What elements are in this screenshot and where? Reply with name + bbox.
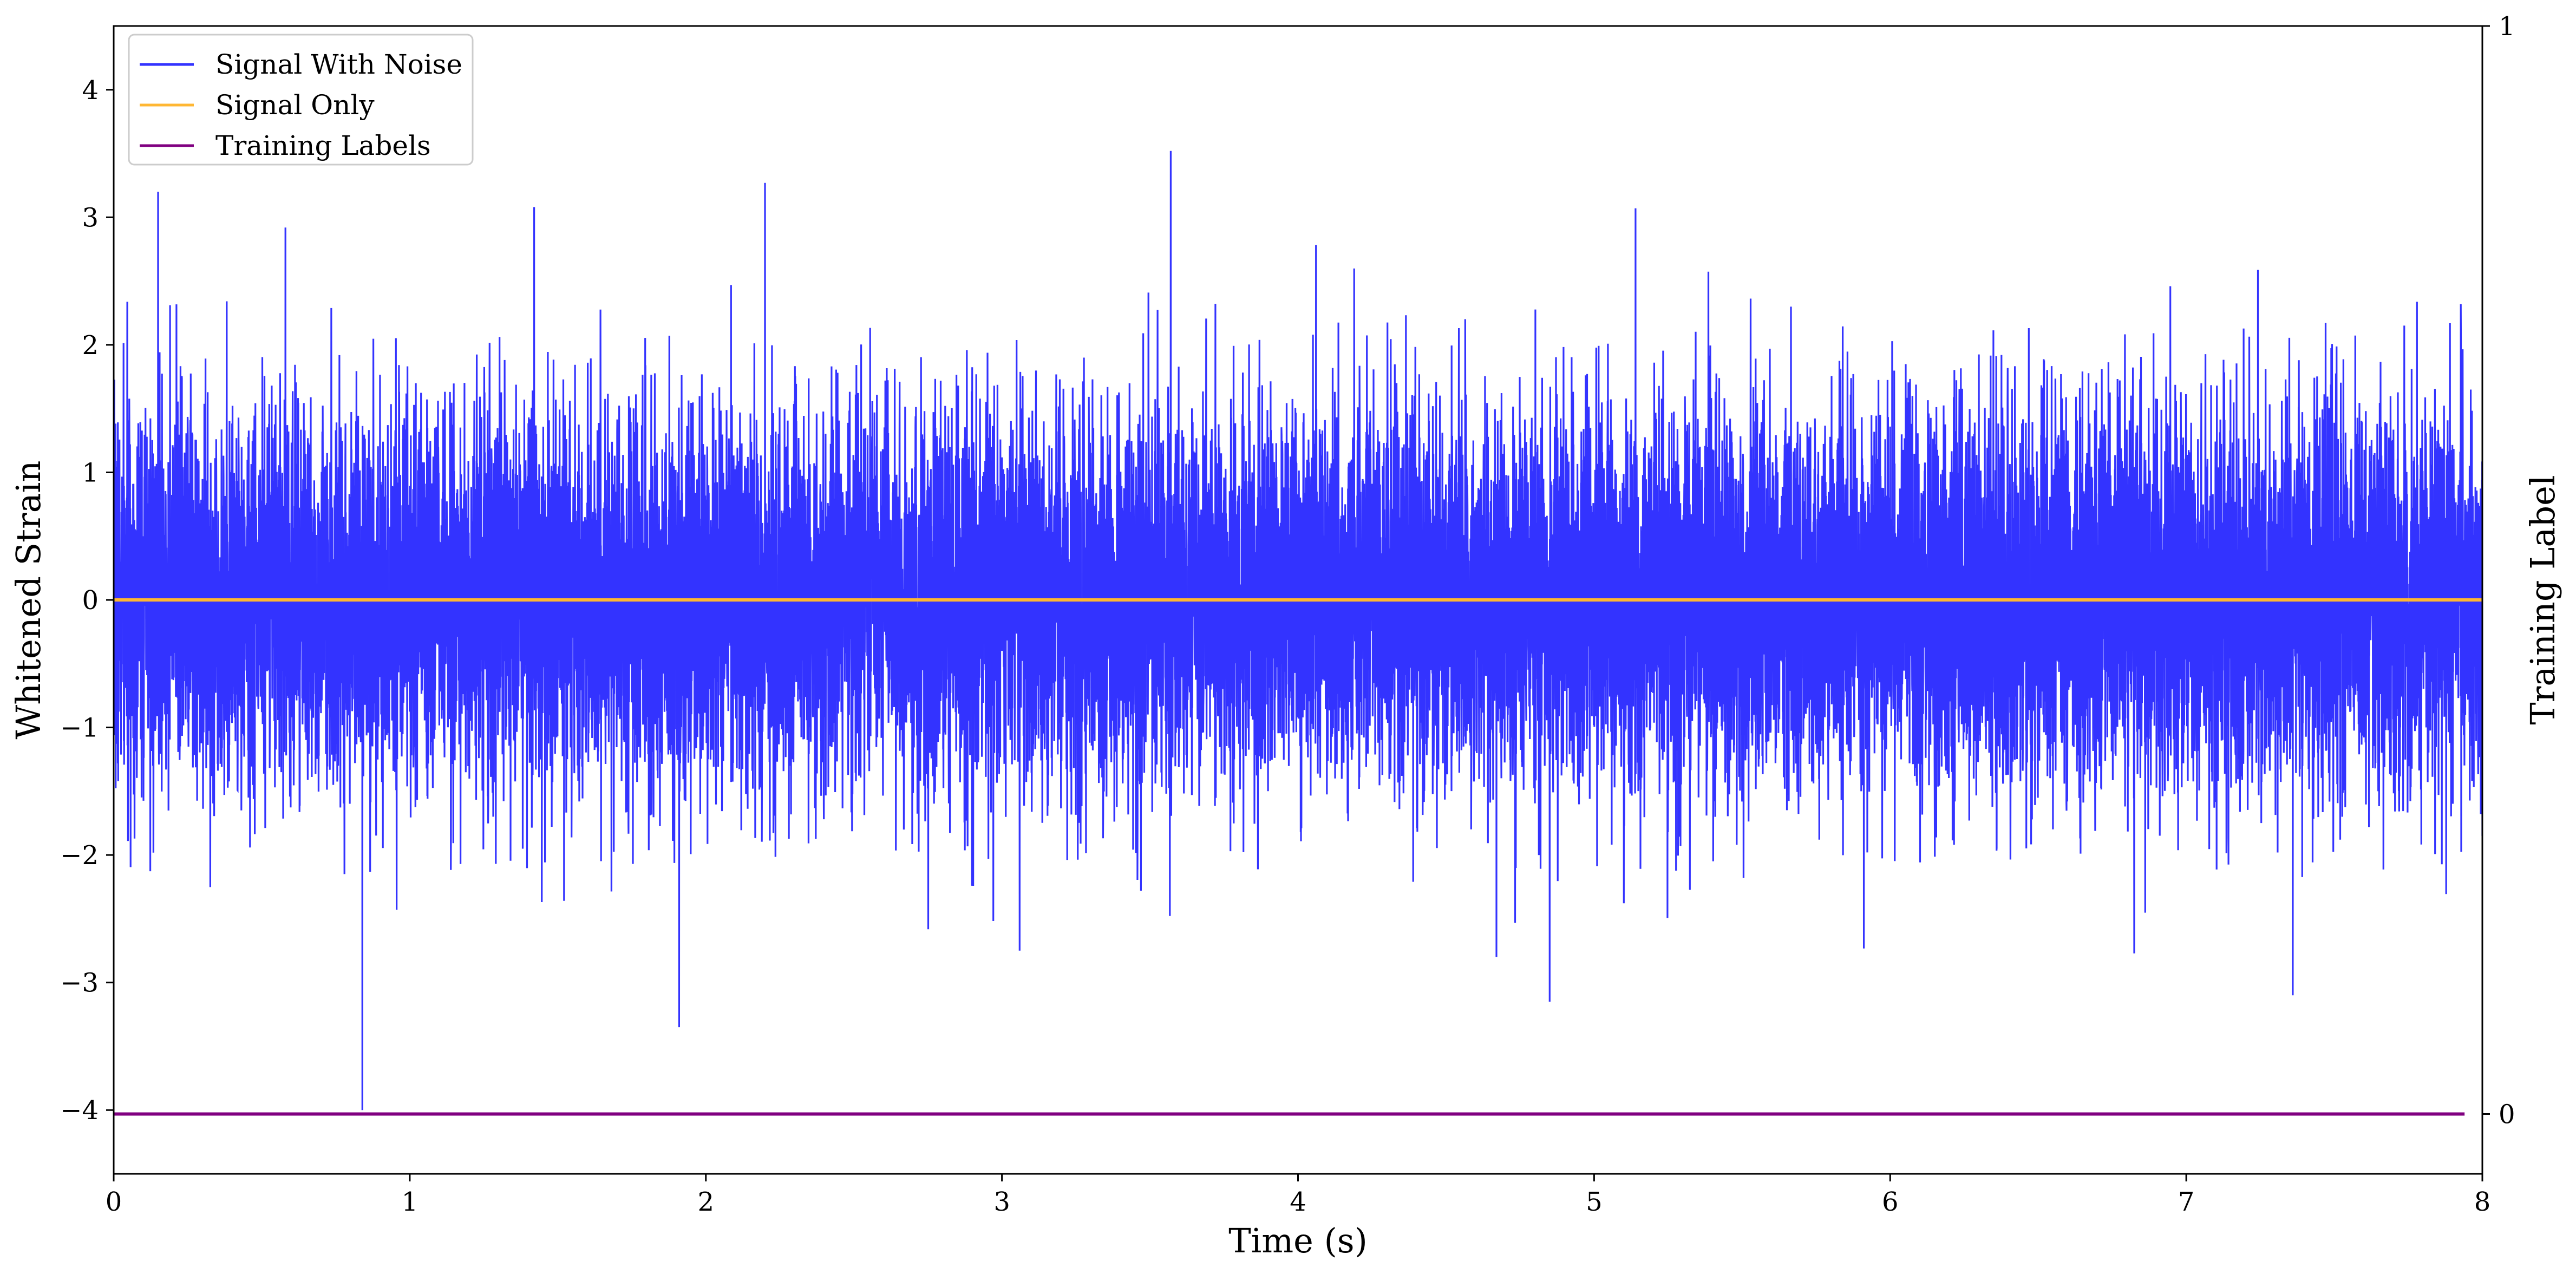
y2-axis-title: Training Label — [2523, 475, 2562, 724]
legend-label-training-labels: Training Labels — [215, 130, 431, 161]
x-tick-label: 5 — [1586, 1187, 1603, 1217]
y-tick-label: −4 — [60, 1095, 99, 1126]
x-tick-label: 0 — [106, 1187, 122, 1217]
legend: Signal With Noise Signal Only Training Lab… — [129, 35, 473, 165]
y-tick-label: 2 — [82, 330, 99, 361]
y-tick-label: 0 — [82, 585, 99, 616]
x-axis-title: Time (s) — [1228, 1221, 1368, 1260]
series-layer — [114, 151, 2482, 1114]
y-tick-label: 3 — [82, 202, 99, 233]
y-tick-label: 4 — [82, 75, 99, 106]
x-tick-label: 8 — [2474, 1187, 2491, 1217]
x-tick-label: 6 — [1882, 1187, 1899, 1217]
legend-label-signal-only: Signal Only — [215, 89, 375, 121]
x-axis: 0 1 2 3 4 5 6 7 8 — [106, 1174, 2491, 1217]
legend-label-signal-with-noise: Signal With Noise — [215, 49, 462, 80]
y2-tick-label: 1 — [2499, 11, 2515, 42]
y-tick-label: −2 — [60, 840, 99, 871]
x-tick-label: 7 — [2178, 1187, 2195, 1217]
y-tick-label: −1 — [60, 713, 99, 743]
x-tick-label: 1 — [402, 1187, 419, 1217]
x-tick-label: 2 — [697, 1187, 714, 1217]
y2-tick-label: 0 — [2499, 1099, 2515, 1129]
y-tick-label: 1 — [82, 458, 99, 488]
x-tick-label: 4 — [1290, 1187, 1306, 1217]
y-axis-right: 01 — [2482, 11, 2515, 1129]
y-tick-label: −3 — [60, 968, 99, 998]
x-tick-label: 3 — [993, 1187, 1010, 1217]
series-line-signal-with-noise — [114, 151, 2482, 1110]
y-axis-title: Whitened Strain — [9, 461, 48, 740]
y-axis-left: −4 −3 −2 −1 0 1 2 3 4 — [60, 75, 114, 1126]
